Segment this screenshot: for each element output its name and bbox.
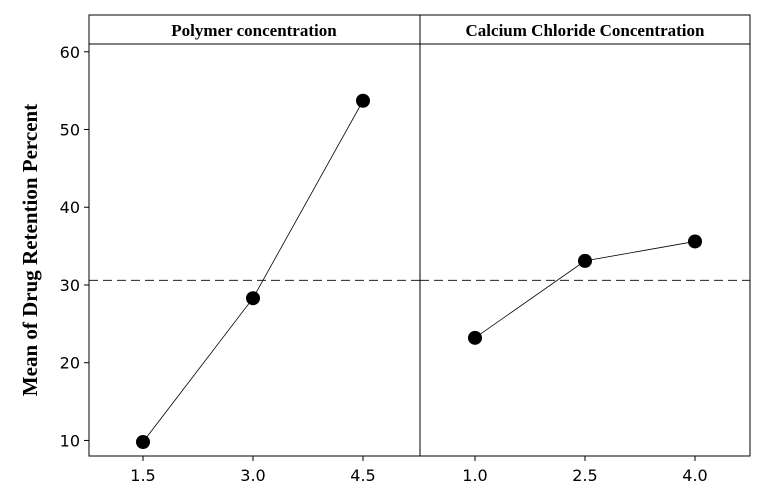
y-tick-label: 40: [60, 198, 80, 217]
y-axis: 10 20 30 40 50 60: [60, 43, 89, 450]
data-point: [578, 253, 592, 268]
x-tick-label: 4.5: [350, 466, 375, 485]
y-tick-label: 60: [60, 43, 80, 62]
panel-left-title: Polymer concentration: [171, 21, 337, 40]
x-axis: 1.5 3.0 4.5 1.0 2.5 4.0: [130, 456, 708, 485]
y-tick-label: 30: [60, 276, 80, 295]
x-tick-label: 1.0: [462, 466, 487, 485]
data-point: [136, 435, 150, 450]
series-line: [142, 100, 364, 443]
data-point: [246, 291, 260, 306]
data-point: [468, 330, 482, 345]
data-point: [688, 234, 702, 249]
x-tick-label: 1.5: [130, 466, 155, 485]
y-axis-label: Mean of Drug Retention Percent: [18, 104, 42, 396]
panel-left-frame: [88, 14, 421, 457]
x-tick-label: 3.0: [240, 466, 265, 485]
data-point: [356, 93, 370, 108]
x-tick-label: 4.0: [682, 466, 707, 485]
chart-marks: [89, 93, 750, 450]
y-tick-label: 20: [60, 354, 80, 373]
panel-right-frame: [419, 14, 751, 457]
y-tick-label: 10: [60, 431, 80, 450]
y-tick-label: 50: [60, 121, 80, 140]
panel-right-title: Calcium Chloride Concentration: [466, 21, 705, 40]
x-tick-label: 2.5: [572, 466, 597, 485]
